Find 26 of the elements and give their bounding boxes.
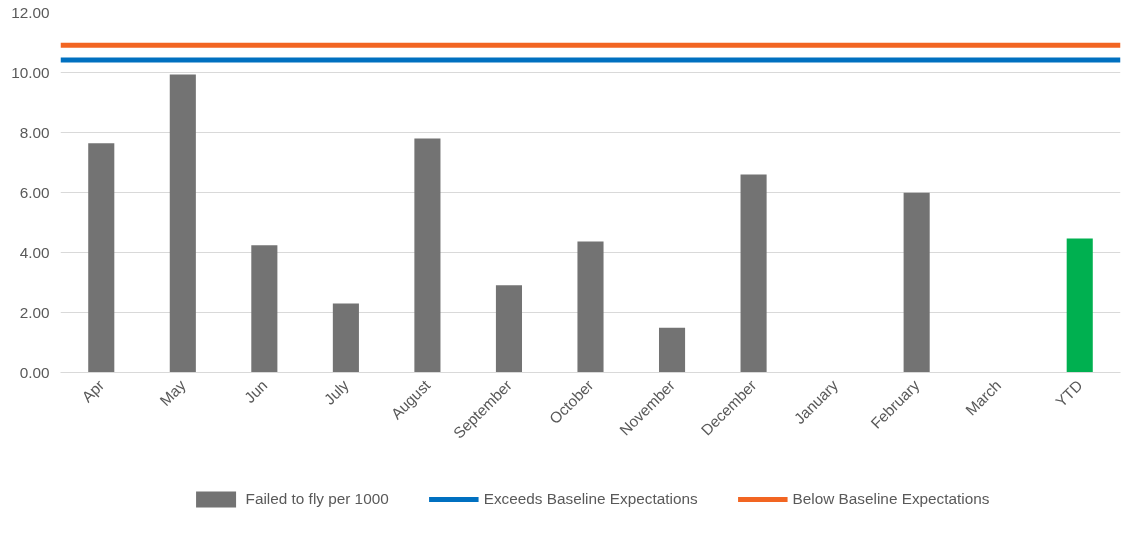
bar xyxy=(414,138,441,373)
bar xyxy=(169,74,196,373)
y-tick-label: 0.00 xyxy=(19,363,50,381)
y-tick-label: 6.00 xyxy=(19,183,50,201)
y-tick-label: 4.00 xyxy=(19,243,50,261)
bar xyxy=(658,327,686,373)
y-tick-label: 12.00 xyxy=(11,3,50,21)
x-tick-label: May xyxy=(156,376,190,410)
bar xyxy=(577,241,604,373)
x-tick-label: Apr xyxy=(78,376,108,406)
y-tick-label: 8.00 xyxy=(19,123,50,141)
y-tick-label: 2.00 xyxy=(19,303,50,321)
x-tick-label: Jun xyxy=(240,376,271,407)
bar xyxy=(251,245,278,373)
bar xyxy=(903,192,930,373)
x-tick-label: July xyxy=(320,376,353,408)
legend-label: Exceeds Baseline Expectations xyxy=(483,490,698,508)
bar xyxy=(740,174,767,373)
bar xyxy=(495,285,523,373)
x-tick-label: YTD xyxy=(1052,376,1086,411)
legend-label: Below Baseline Expectations xyxy=(792,490,990,508)
bar xyxy=(1066,238,1093,373)
bar xyxy=(332,303,359,373)
legend-label: Failed to fly per 1000 xyxy=(245,490,389,508)
y-tick-label: 10.00 xyxy=(11,63,50,81)
bar xyxy=(88,143,115,373)
